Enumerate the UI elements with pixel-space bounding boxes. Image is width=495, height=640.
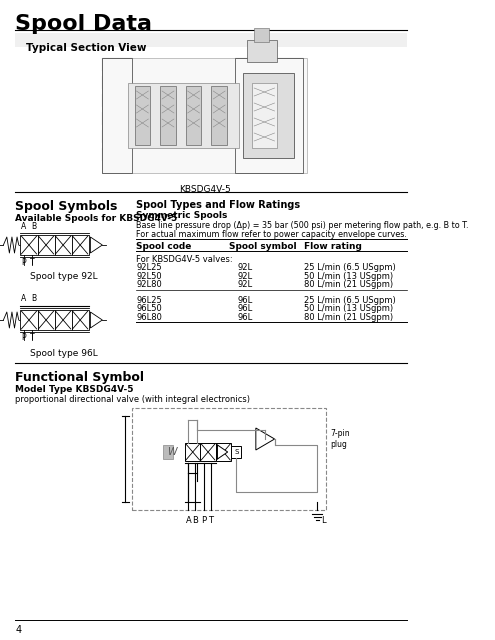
Text: KBSDG4V-5: KBSDG4V-5 (179, 185, 231, 194)
Bar (38, 310, 54, 330)
Text: 96L25: 96L25 (137, 296, 162, 305)
Text: 96L: 96L (237, 304, 252, 313)
Text: 96L: 96L (237, 296, 252, 305)
Text: Available Spools for KBSDG4V-5: Available Spools for KBSDG4V-5 (15, 214, 178, 223)
Text: L: L (321, 516, 325, 525)
Bar (72, 235, 89, 255)
Polygon shape (256, 428, 275, 450)
Text: W: W (167, 447, 176, 457)
Text: 80 L/min (21 USgpm): 80 L/min (21 USgpm) (303, 280, 393, 289)
Text: 92L50: 92L50 (137, 271, 162, 280)
Bar (243, 73, 294, 158)
Text: P: P (22, 333, 26, 342)
Text: 96L: 96L (237, 312, 252, 321)
Text: A: A (186, 516, 192, 525)
Text: Base line pressure drop (Δp) = 35 bar (500 psi) per metering flow path, e.g. B t: Base line pressure drop (Δp) = 35 bar (5… (137, 221, 469, 230)
Text: 50 L/min (13 USgpm): 50 L/min (13 USgpm) (303, 304, 393, 313)
Text: B: B (32, 222, 37, 231)
Text: Model Type KBSDG4V-5: Model Type KBSDG4V-5 (15, 385, 134, 394)
Bar (20, 235, 38, 255)
Text: P: P (201, 516, 206, 525)
Polygon shape (91, 237, 102, 253)
Text: T: T (30, 258, 35, 267)
Bar (15, 33, 407, 47)
Bar (54, 310, 72, 330)
Bar (186, 86, 201, 145)
Bar (102, 58, 307, 173)
Bar (254, 28, 269, 42)
Text: T: T (208, 516, 213, 525)
Text: T: T (30, 333, 35, 342)
Text: For KBSDG4V-5 valves:: For KBSDG4V-5 valves: (137, 255, 233, 264)
Text: S: S (234, 449, 239, 455)
Text: B: B (193, 516, 198, 525)
Text: P: P (22, 258, 26, 267)
Text: 7-pin
plug: 7-pin plug (330, 429, 349, 449)
Bar (251, 83, 277, 148)
Text: 50 L/min (13 USgpm): 50 L/min (13 USgpm) (303, 271, 393, 280)
Text: 92L: 92L (237, 271, 252, 280)
Text: 96L80: 96L80 (137, 312, 162, 321)
Text: 92L: 92L (237, 280, 252, 289)
Text: A: A (21, 222, 27, 231)
Text: Spool Data: Spool Data (15, 14, 152, 34)
Bar (135, 86, 150, 145)
Bar (185, 443, 200, 461)
Text: 25 L/min (6.5 USgpm): 25 L/min (6.5 USgpm) (303, 296, 396, 305)
Bar (200, 443, 216, 461)
Bar (38, 235, 54, 255)
Bar (128, 83, 239, 148)
Text: Spool code: Spool code (137, 242, 192, 251)
Text: 25 L/min (6.5 USgpm): 25 L/min (6.5 USgpm) (303, 263, 396, 272)
Bar (211, 86, 227, 145)
Text: Symmetric Spools: Symmetric Spools (137, 211, 228, 220)
Bar (72, 310, 89, 330)
Bar (163, 445, 173, 459)
Bar (216, 443, 231, 461)
Text: Spool symbol: Spool symbol (229, 242, 296, 251)
Text: 80 L/min (21 USgpm): 80 L/min (21 USgpm) (303, 312, 393, 321)
Text: proportional directional valve (with integral electronics): proportional directional valve (with int… (15, 395, 250, 404)
Bar (102, 58, 132, 173)
Polygon shape (217, 445, 228, 459)
Bar (235, 58, 303, 173)
Bar (231, 446, 242, 458)
Bar (20, 310, 38, 330)
Text: Spool Types and Flow Ratings: Spool Types and Flow Ratings (137, 200, 300, 210)
Text: Functional Symbol: Functional Symbol (15, 371, 145, 384)
Text: 92L: 92L (237, 263, 252, 272)
Text: Typical Section View: Typical Section View (26, 43, 146, 53)
Text: 96L50: 96L50 (137, 304, 162, 313)
Text: Flow rating: Flow rating (303, 242, 361, 251)
Text: Spool Symbols: Spool Symbols (15, 200, 118, 213)
Text: B: B (32, 294, 37, 303)
Text: 4: 4 (15, 625, 21, 635)
Bar (54, 235, 72, 255)
Bar (248, 40, 277, 62)
Text: 92L80: 92L80 (137, 280, 162, 289)
Text: For actual maximum flow refer to power capacity envelope curves.: For actual maximum flow refer to power c… (137, 230, 407, 239)
Text: 92L25: 92L25 (137, 263, 162, 272)
Bar (132, 408, 326, 510)
Text: Spool type 96L: Spool type 96L (30, 349, 98, 358)
Bar (160, 86, 176, 145)
Polygon shape (91, 312, 102, 328)
Text: A: A (21, 294, 27, 303)
Text: Spool type 92L: Spool type 92L (30, 272, 98, 281)
